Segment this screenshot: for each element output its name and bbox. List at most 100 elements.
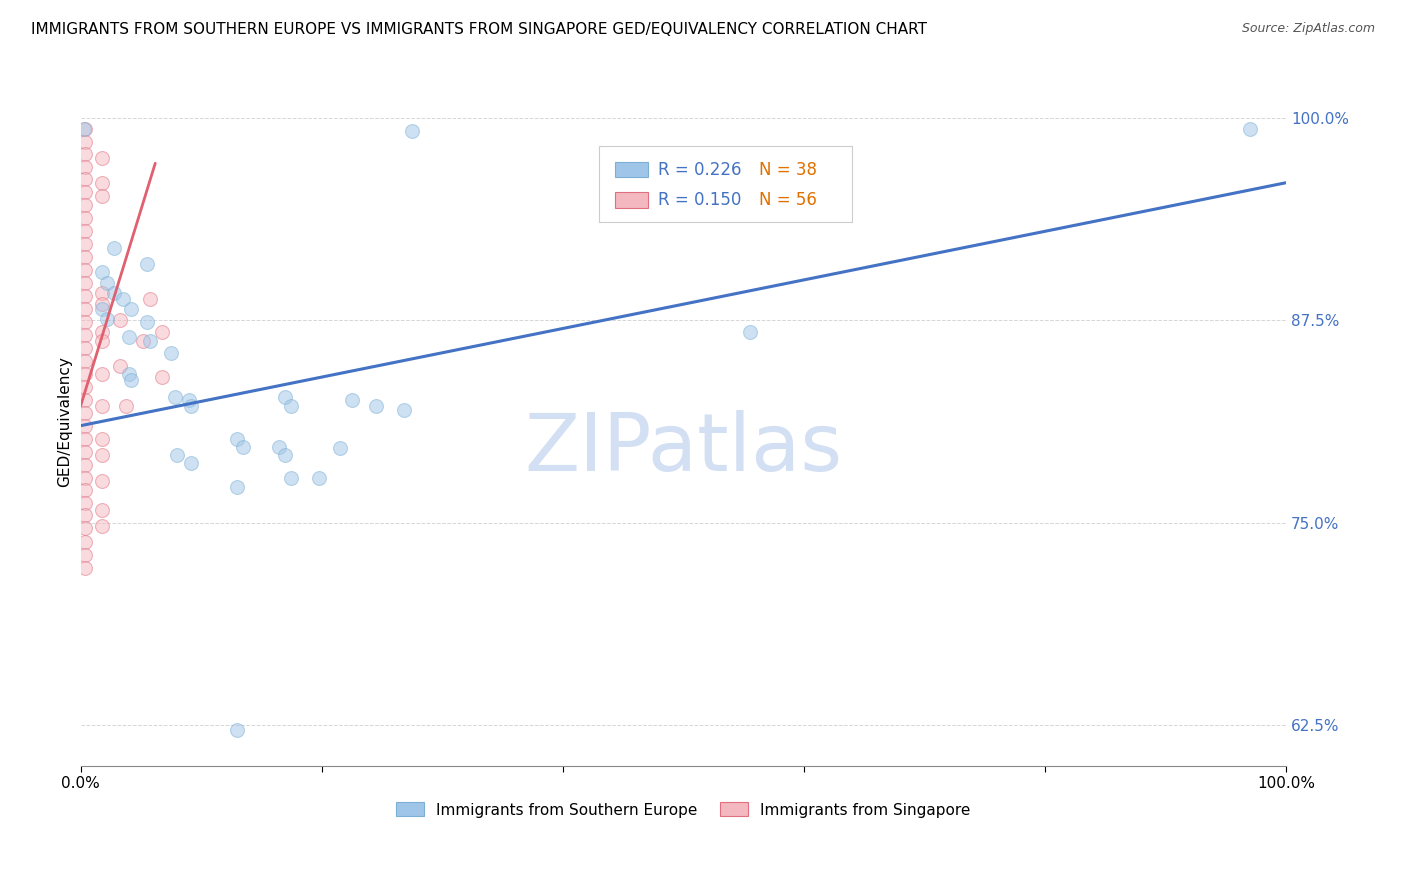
Point — [75, 392, 97, 407]
Point — [115, 399, 138, 413]
Point — [75, 444, 97, 458]
Point — [280, 470, 302, 484]
Point — [132, 334, 155, 349]
Point — [75, 328, 97, 343]
Point — [75, 508, 97, 522]
Point — [96, 276, 118, 290]
Point — [75, 341, 97, 355]
Text: N = 38: N = 38 — [759, 161, 817, 178]
Point — [75, 496, 97, 510]
Point — [135, 257, 157, 271]
Point — [75, 315, 97, 329]
Point — [91, 325, 114, 339]
Point — [75, 354, 97, 368]
Point — [110, 359, 132, 373]
Point — [75, 380, 97, 394]
Point — [340, 392, 363, 407]
Point — [120, 301, 142, 316]
Point — [139, 293, 162, 307]
Point — [75, 301, 97, 316]
Text: R = 0.150: R = 0.150 — [658, 191, 741, 209]
Point — [75, 367, 97, 381]
Point — [103, 285, 125, 300]
Point — [91, 367, 114, 381]
Point — [166, 448, 188, 462]
Point — [226, 432, 249, 446]
Point — [75, 535, 97, 549]
Point — [91, 334, 114, 349]
Point — [75, 250, 97, 264]
Point — [75, 289, 97, 303]
Point — [91, 474, 114, 488]
FancyBboxPatch shape — [614, 193, 648, 208]
Point — [177, 392, 200, 407]
Point — [75, 483, 97, 498]
Point — [329, 442, 352, 456]
Point — [75, 549, 97, 563]
Text: Source: ZipAtlas.com: Source: ZipAtlas.com — [1241, 22, 1375, 36]
Point — [91, 297, 114, 311]
Point — [75, 198, 97, 212]
Point — [738, 325, 761, 339]
Point — [75, 470, 97, 484]
Point — [269, 440, 291, 454]
FancyBboxPatch shape — [599, 146, 852, 222]
Point — [91, 152, 114, 166]
Point — [274, 390, 297, 404]
Point — [232, 440, 254, 454]
Point — [135, 315, 157, 329]
Point — [118, 329, 141, 343]
Point — [91, 448, 114, 462]
Point — [152, 325, 174, 339]
Point — [91, 399, 114, 413]
Point — [160, 346, 183, 360]
Text: R = 0.226: R = 0.226 — [658, 161, 741, 178]
Point — [392, 402, 415, 417]
Point — [103, 240, 125, 254]
Point — [401, 124, 423, 138]
Point — [308, 470, 330, 484]
Point — [280, 399, 302, 413]
Point — [75, 237, 97, 252]
FancyBboxPatch shape — [614, 162, 648, 178]
Point — [91, 265, 114, 279]
Legend: Immigrants from Southern Europe, Immigrants from Singapore: Immigrants from Southern Europe, Immigra… — [389, 797, 976, 823]
Point — [163, 390, 186, 404]
Point — [91, 285, 114, 300]
Point — [111, 293, 134, 307]
Point — [226, 480, 249, 494]
Point — [75, 224, 97, 238]
Point — [274, 448, 297, 462]
Point — [91, 503, 114, 517]
Point — [1239, 122, 1261, 136]
Point — [91, 432, 114, 446]
Point — [73, 122, 96, 136]
Point — [75, 276, 97, 290]
Point — [91, 176, 114, 190]
Point — [75, 458, 97, 472]
Point — [120, 373, 142, 387]
Text: IMMIGRANTS FROM SOUTHERN EUROPE VS IMMIGRANTS FROM SINGAPORE GED/EQUIVALENCY COR: IMMIGRANTS FROM SOUTHERN EUROPE VS IMMIG… — [31, 22, 927, 37]
Point — [75, 211, 97, 226]
Text: N = 56: N = 56 — [759, 191, 817, 209]
Point — [75, 135, 97, 149]
Point — [152, 370, 174, 384]
Point — [91, 301, 114, 316]
Point — [180, 456, 202, 470]
Point — [180, 399, 202, 413]
Point — [139, 334, 162, 349]
Point — [75, 160, 97, 174]
Point — [91, 188, 114, 202]
Text: ZIPatlas: ZIPatlas — [524, 410, 842, 488]
Point — [118, 367, 141, 381]
Point — [75, 432, 97, 446]
Point — [110, 313, 132, 327]
Point — [75, 406, 97, 420]
Point — [75, 263, 97, 277]
Point — [75, 561, 97, 575]
Point — [364, 399, 387, 413]
Point — [75, 122, 97, 136]
Point — [75, 172, 97, 186]
Y-axis label: GED/Equivalency: GED/Equivalency — [58, 356, 72, 487]
Point — [226, 723, 249, 738]
